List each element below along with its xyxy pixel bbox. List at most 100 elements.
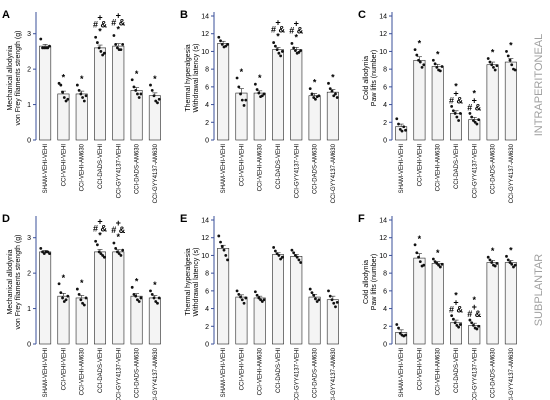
panel-f-y-tick-label: 4 bbox=[383, 306, 387, 313]
panel-d-data-point bbox=[41, 250, 44, 254]
panel-d-data-point bbox=[94, 239, 98, 243]
panel-a-data-point bbox=[81, 96, 84, 99]
panel-c-data-point bbox=[400, 129, 404, 133]
panel-c-data-point bbox=[492, 65, 495, 69]
panel-f-significance-mark: * bbox=[436, 248, 440, 258]
panel-f-data-point bbox=[510, 262, 514, 266]
panel-e-y-tick-label: 2 bbox=[205, 324, 209, 331]
panel-c-significance-mark: * bbox=[509, 40, 513, 50]
panel-d-y-axis-label: von Frey filaments strength (g) bbox=[15, 235, 22, 330]
panel-a-data-point bbox=[157, 97, 161, 101]
panel-d-letter: D bbox=[2, 213, 10, 225]
panel-d-data-point bbox=[102, 255, 106, 259]
panel-a-y-tick-label: 1 bbox=[27, 102, 31, 109]
panel-b-y-axis-label: Withdrawal latency (s) bbox=[193, 44, 200, 113]
panel-e-data-point bbox=[226, 258, 229, 262]
panel-e-data-point bbox=[330, 298, 334, 302]
panel-a-y-tick-label: 3 bbox=[27, 31, 31, 38]
panel-f-data-point bbox=[486, 255, 490, 259]
panel-e-data-point bbox=[260, 300, 264, 303]
panel-c-data-point bbox=[506, 54, 510, 58]
panel-f-data-point bbox=[431, 257, 435, 261]
panel-e-category-label: CCI-GYY4137-AM630 bbox=[331, 347, 337, 400]
panel-d-data-point bbox=[139, 296, 143, 300]
panel-c-data-point bbox=[508, 58, 512, 62]
panel-f-significance-mark: * bbox=[509, 245, 513, 255]
panel-f-bar bbox=[504, 262, 517, 345]
panel-e-y-tick-label: 12 bbox=[201, 235, 209, 242]
panel-d-category-label: CCI-VEHI-VEHI bbox=[61, 348, 67, 391]
panel-e-y-axis-label: Withdrawal latency (s) bbox=[193, 248, 200, 317]
panel-d-category-label: CCI-DADS-AM630 bbox=[135, 347, 141, 398]
panel-f-significance-mark: * bbox=[454, 291, 458, 301]
panel-a-data-point bbox=[119, 48, 123, 52]
panel-e-data-point bbox=[224, 254, 228, 257]
panel-c-significance-mark: # & bbox=[467, 102, 482, 112]
panel-b-data-point bbox=[239, 92, 242, 96]
panel-e-data-point bbox=[253, 290, 257, 294]
panel-d-data-point bbox=[39, 246, 43, 250]
panel-c-data-point bbox=[468, 112, 472, 115]
panel-d-category-label: CCI-GYY4137-VEHI bbox=[116, 348, 122, 400]
panel-c-data-point bbox=[431, 58, 435, 62]
panel-e-data-point bbox=[290, 248, 294, 252]
panel-a-data-point bbox=[64, 99, 68, 103]
panel-d-data-point bbox=[97, 250, 101, 254]
panel-b-significance-mark: * bbox=[295, 32, 299, 42]
panel-d-y-axis-label: Mechanical allodynia bbox=[7, 249, 14, 314]
panel-d-data-point bbox=[62, 300, 66, 303]
panel-f-significance-mark: * bbox=[491, 246, 495, 256]
panel-b-category-label: CCI-VEHI-VEHI bbox=[239, 144, 245, 187]
panel-e-category-label: CCI-DADS-VEHI bbox=[276, 348, 282, 393]
panel-f-significance-mark: # & bbox=[467, 309, 482, 319]
panel-a-y-tick-label: 0 bbox=[27, 138, 31, 145]
panel-f-data-point bbox=[490, 261, 494, 264]
panel-e-data-point bbox=[312, 293, 316, 297]
panel-c-y-tick-label: 12 bbox=[379, 31, 387, 38]
panel-a-data-point bbox=[156, 101, 159, 105]
panel-a-data-point bbox=[136, 92, 139, 96]
panel-f-data-point bbox=[422, 263, 426, 267]
panel-a-data-point bbox=[132, 85, 136, 89]
panel-a-data-point bbox=[130, 78, 134, 82]
panel-b-data-point bbox=[332, 94, 336, 98]
panel-f-bar bbox=[486, 262, 499, 345]
panel-b-data-point bbox=[299, 49, 303, 52]
panel-e-data-point bbox=[262, 298, 266, 302]
panel-e-data-point bbox=[244, 296, 248, 300]
panel-e-data-point bbox=[280, 255, 284, 259]
panel-d-significance-mark: + bbox=[116, 218, 121, 228]
panel-d-bar bbox=[57, 295, 70, 345]
panel-e-letter: E bbox=[180, 213, 187, 225]
panel-d-data-point bbox=[150, 293, 154, 296]
panel-a-data-point bbox=[79, 92, 83, 96]
panel-e-y-axis-label: Thermal hyperalgesia bbox=[185, 248, 192, 315]
panel-a-data-point bbox=[97, 46, 101, 50]
panel-d-data-point bbox=[42, 252, 46, 256]
panel-c-significance-mark: + bbox=[472, 95, 477, 105]
panel-d-category-label: SHAM-VEHI-VEHI bbox=[43, 348, 49, 398]
panel-c-data-point bbox=[472, 119, 475, 122]
panel-f-data-point bbox=[435, 262, 439, 265]
panel-a-significance-mark: * bbox=[117, 24, 121, 34]
panel-b-y-tick-label: 4 bbox=[205, 102, 209, 109]
panel-d-significance-mark: * bbox=[62, 273, 66, 283]
panel-b-data-point bbox=[280, 50, 284, 53]
panel-d-data-point bbox=[66, 294, 70, 298]
panel-b-bar bbox=[253, 92, 266, 141]
panel-b-bar bbox=[272, 49, 284, 141]
panel-a-data-point bbox=[57, 81, 61, 85]
panel-b-data-point bbox=[290, 42, 294, 45]
panel-c-data-point bbox=[455, 115, 459, 119]
panel-b-data-point bbox=[310, 92, 314, 96]
panel-a-data-point bbox=[46, 46, 50, 50]
panel-e-data-point bbox=[237, 293, 241, 296]
panel-c-y-tick-label: 10 bbox=[379, 49, 387, 56]
panel-d-data-point bbox=[59, 291, 63, 295]
panel-b-data-point bbox=[257, 91, 261, 95]
panel-f-data-point bbox=[470, 321, 474, 325]
panel-a-bar bbox=[94, 47, 106, 141]
panel-f-data-point bbox=[472, 324, 475, 327]
panel-c-category-label: CCI-DADS-AM630 bbox=[491, 143, 497, 194]
